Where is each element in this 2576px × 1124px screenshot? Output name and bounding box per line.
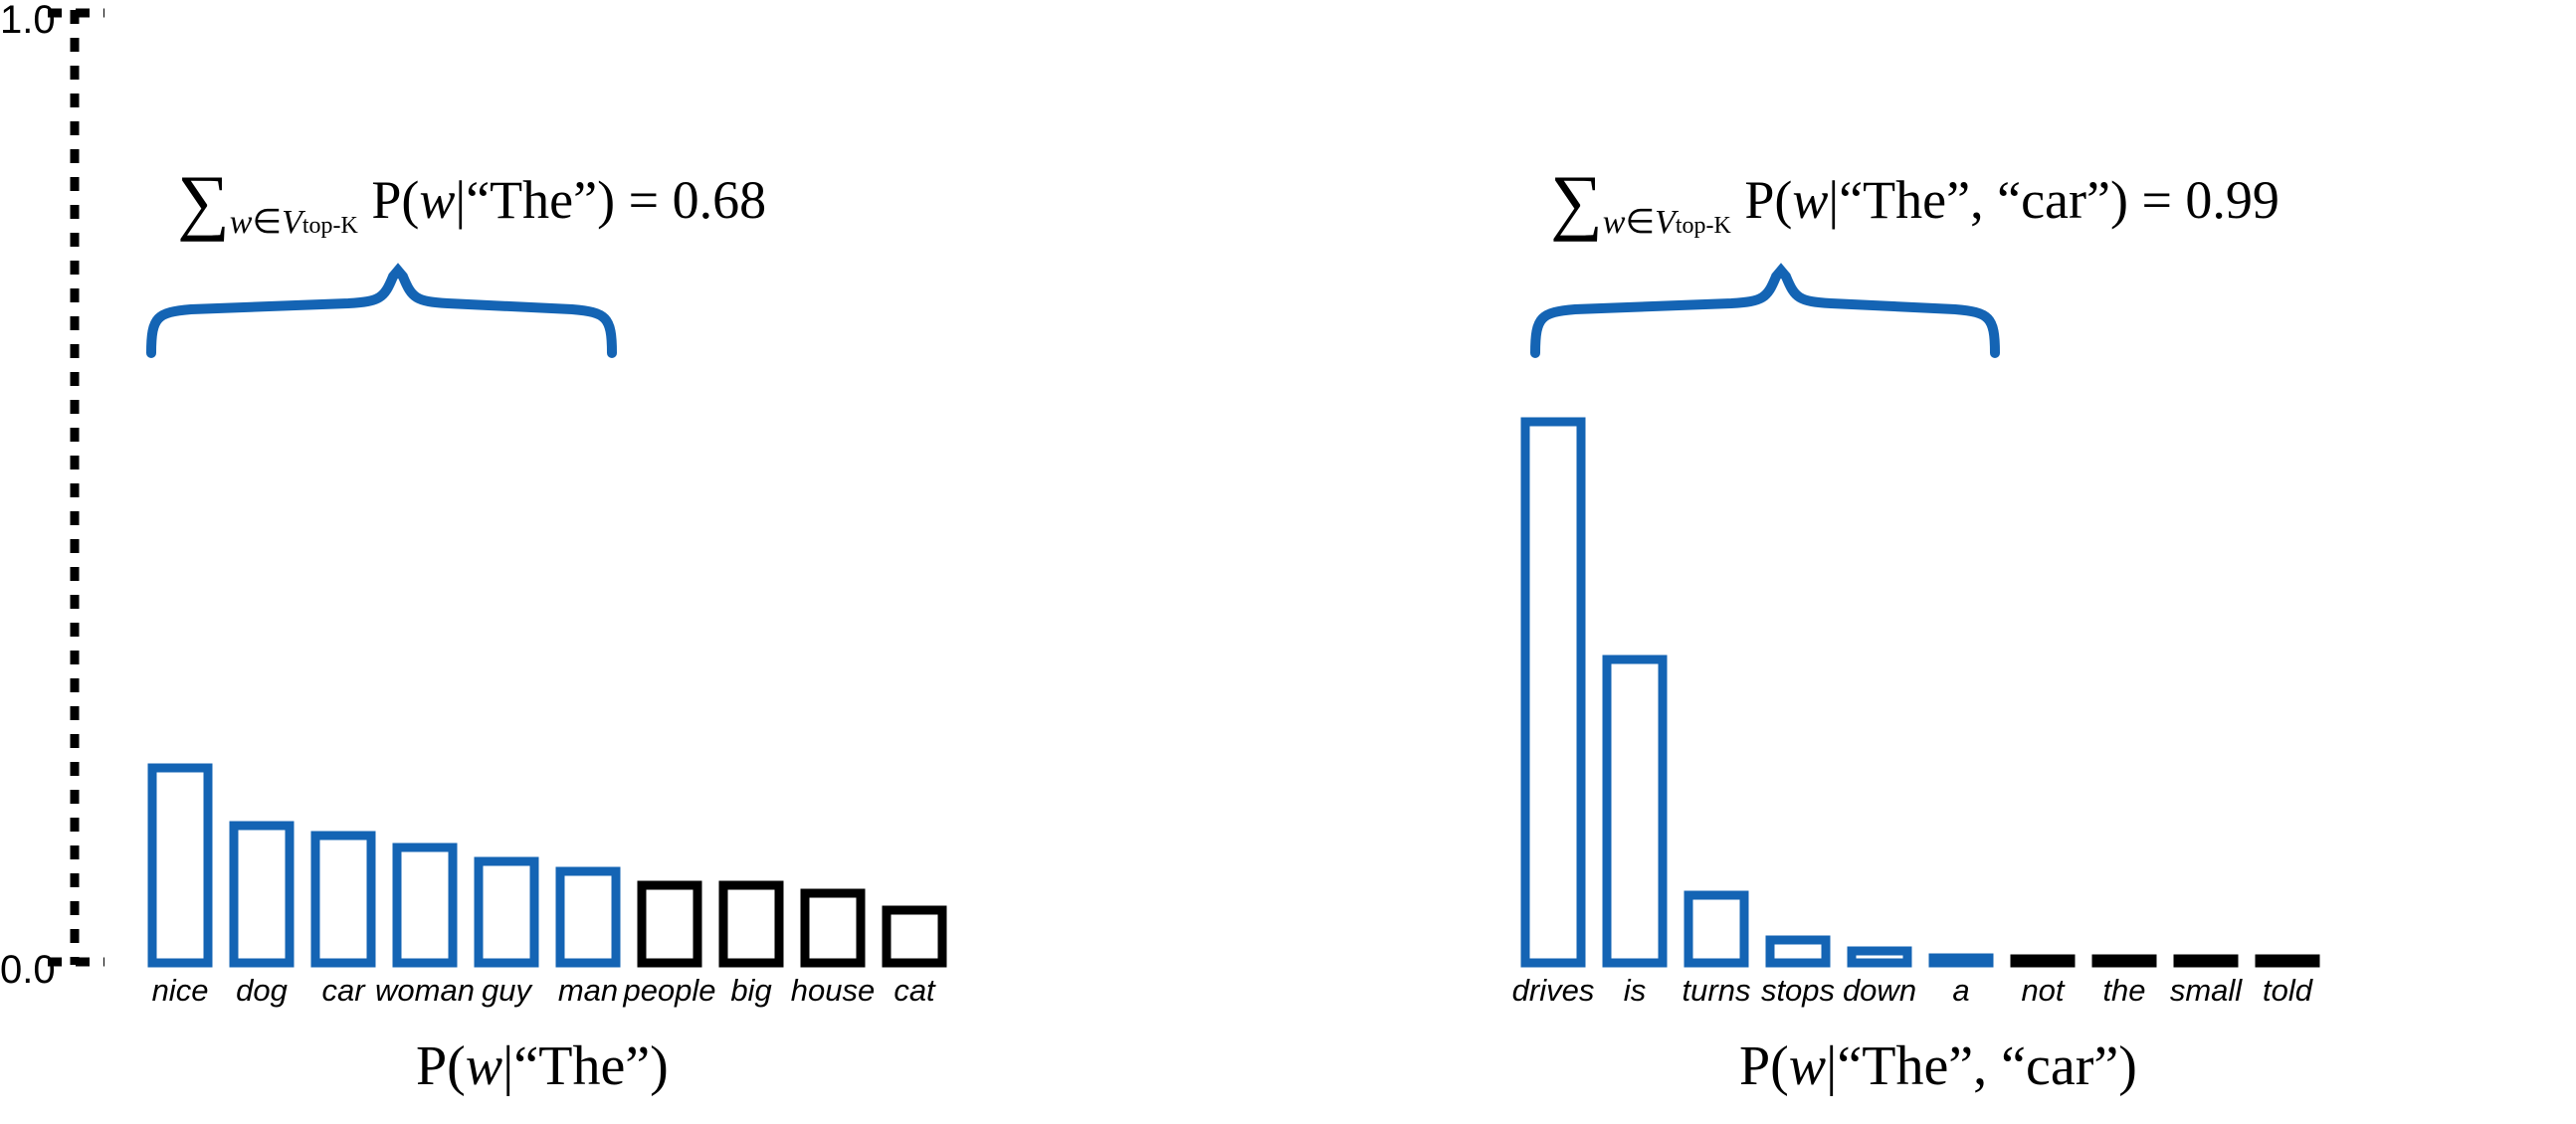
- bar-left-man: [555, 866, 621, 968]
- right-prob-close: ): [2109, 170, 2128, 230]
- bar-left-guy: [474, 856, 539, 968]
- bar-left-house: [800, 888, 866, 968]
- bar-left-dog: [229, 821, 295, 968]
- right-axis-title-variable: w: [1788, 1035, 1827, 1097]
- x-tick-label-right-is: is: [1623, 973, 1647, 1008]
- left-sum-index-w: w: [229, 204, 253, 242]
- right-x-axis-title: P(w|“The”, “car”): [1739, 1038, 2137, 1094]
- x-tick-label-right-down: down: [1842, 973, 1917, 1008]
- right-sum-index-topk: top-K: [1675, 213, 1731, 240]
- x-tick-label-right-the: the: [2102, 973, 2146, 1008]
- right-axis-title-suffix: ): [2118, 1035, 2137, 1097]
- left-sigma-symbol: ∑: [177, 161, 230, 243]
- x-tick-label-left-cat: cat: [893, 973, 935, 1008]
- x-tick-label-left-people: people: [623, 973, 716, 1008]
- left-prob-equals: =: [615, 170, 673, 230]
- bar-right-not: [2010, 954, 2076, 968]
- left-axis-title-prefix: P(: [416, 1035, 466, 1097]
- x-tick-label-left-nice: nice: [151, 973, 209, 1008]
- bar-right-a: [1928, 953, 1994, 968]
- x-tick-label-right-stops: stops: [1760, 973, 1836, 1008]
- bar-right-turns: [1684, 890, 1749, 968]
- right-axis-title-bar: |: [1826, 1035, 1838, 1097]
- left-sum-annotation: ∑w∈Vtop-K P(w|“The”) = 0.68: [177, 157, 766, 240]
- right-panel-group: [1520, 263, 2320, 968]
- left-prob-close: ): [597, 170, 616, 230]
- x-tick-label-right-a: a: [1952, 973, 1970, 1008]
- right-axis-title-prefix: P(: [1739, 1035, 1789, 1097]
- x-tick-label-left-car: car: [321, 973, 365, 1008]
- bar-right-told: [2255, 954, 2320, 968]
- bar-right-small: [2173, 954, 2239, 968]
- left-prob-variable: w: [419, 170, 456, 230]
- left-prob-value: 0.68: [672, 170, 767, 230]
- x-tick-label-left-man: man: [557, 973, 619, 1008]
- bar-right-stops: [1765, 935, 1831, 968]
- x-tick-label-left-big: big: [730, 973, 772, 1008]
- x-tick-label-right-told: told: [2263, 973, 2312, 1008]
- bar-right-drives: [1520, 417, 1586, 968]
- right-sum-index-w: w: [1602, 204, 1626, 242]
- left-prob-bar: |: [455, 170, 467, 230]
- x-tick-label-left-house: house: [790, 973, 876, 1008]
- y-axis-tick-label-bottom: 0.0: [0, 948, 56, 992]
- x-tick-label-right-turns: turns: [1682, 973, 1751, 1008]
- left-axis-title-suffix: ): [650, 1035, 669, 1097]
- left-prob-open: P(: [371, 170, 420, 230]
- bar-left-people: [637, 880, 702, 968]
- bar-right-down: [1847, 946, 1912, 968]
- right-sigma-symbol: ∑: [1550, 161, 1603, 243]
- left-axis-title-bar: |: [502, 1035, 514, 1097]
- left-sum-index-in: ∈: [252, 204, 283, 242]
- left-axis-title-condition: “The”: [513, 1035, 651, 1097]
- right-prob-bar: |: [1828, 170, 1840, 230]
- left-sum-index-topk: top-K: [301, 213, 358, 240]
- x-tick-label-left-guy: guy: [482, 973, 531, 1008]
- x-tick-label-left-woman: woman: [375, 973, 475, 1008]
- left-axis-title-variable: w: [465, 1035, 503, 1097]
- right-prob-equals: =: [2127, 170, 2186, 230]
- right-prob-value: 0.99: [2185, 170, 2279, 230]
- left-sum-index-V: V: [282, 204, 302, 242]
- right-prob-open: P(: [1744, 170, 1793, 230]
- bar-left-woman: [392, 843, 458, 968]
- right-prob-condition: “The”, “car”: [1839, 170, 2110, 230]
- left-x-axis-title: P(w|“The”): [416, 1038, 669, 1094]
- right-axis-title-condition: “The”, “car”: [1837, 1035, 2119, 1097]
- y-axis-tick-label-top: 1.0: [0, 0, 56, 42]
- x-tick-label-right-drives: drives: [1511, 973, 1595, 1008]
- bar-left-big: [718, 880, 784, 968]
- y-axis-dashed: [48, 8, 104, 967]
- x-tick-label-left-dog: dog: [236, 973, 288, 1008]
- x-tick-label-right-not: not: [2021, 973, 2065, 1008]
- right-topk-brace: [1530, 263, 2000, 358]
- x-tick-label-right-small: small: [2169, 973, 2243, 1008]
- right-sum-index-V: V: [1655, 204, 1676, 242]
- right-sum-index-in: ∈: [1625, 204, 1656, 242]
- left-panel-group: [146, 263, 947, 968]
- right-prob-variable: w: [1792, 170, 1829, 230]
- left-topk-brace: [146, 263, 617, 358]
- left-prob-condition: “The”: [466, 170, 598, 230]
- right-sum-annotation: ∑w∈Vtop-K P(w|“The”, “car”) = 0.99: [1550, 157, 2279, 240]
- bar-right-the: [2091, 954, 2157, 968]
- bar-right-is: [1602, 655, 1668, 968]
- bar-left-car: [310, 831, 376, 968]
- bar-left-nice: [147, 763, 213, 968]
- bar-left-cat: [882, 905, 947, 968]
